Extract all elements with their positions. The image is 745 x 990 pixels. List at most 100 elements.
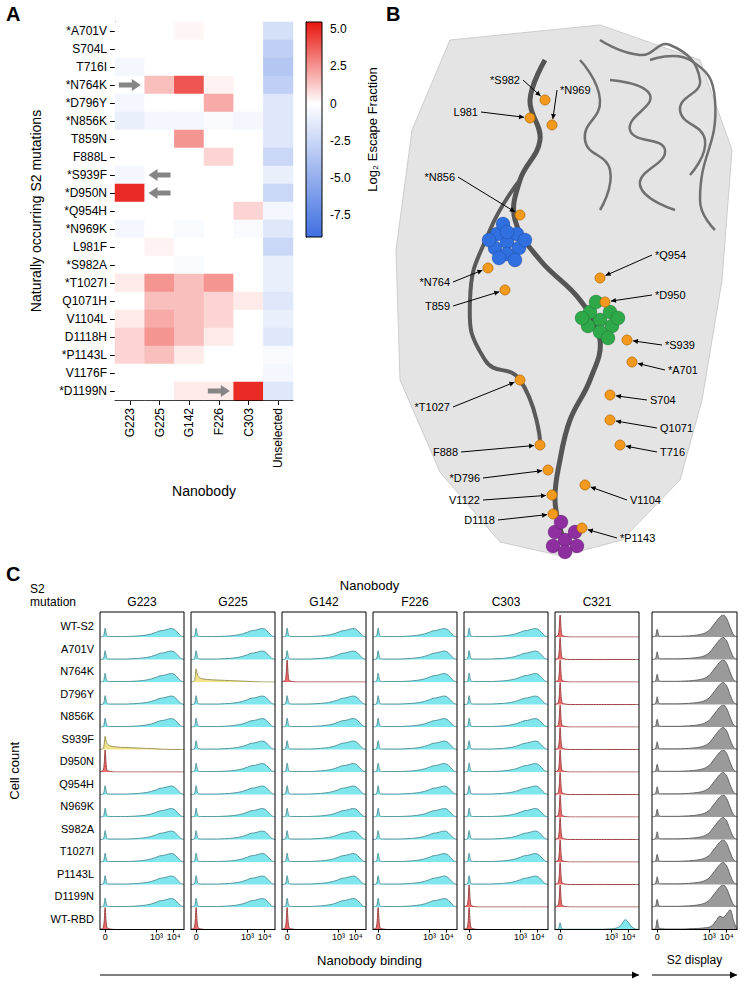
- svg-text:*Q954: *Q954: [655, 249, 686, 261]
- svg-text:P1143L: P1143L: [57, 868, 94, 880]
- svg-text:F226: F226: [401, 595, 429, 609]
- svg-text:S2 display: S2 display: [667, 953, 722, 967]
- svg-text:G223: G223: [123, 408, 137, 438]
- svg-text:10³: 10³: [332, 932, 345, 942]
- svg-text:C: C: [6, 563, 20, 585]
- svg-text:G225: G225: [153, 408, 167, 438]
- svg-text:Log₂ Escape Fraction: Log₂ Escape Fraction: [365, 67, 380, 191]
- svg-text:N764K: N764K: [60, 665, 94, 677]
- svg-text:*P1143: *P1143: [620, 532, 655, 544]
- svg-text:L981: L981: [454, 106, 478, 118]
- svg-text:N969K: N969K: [60, 800, 94, 812]
- svg-text:N856K: N856K: [60, 710, 94, 722]
- svg-text:0: 0: [285, 932, 290, 942]
- svg-text:B: B: [386, 3, 400, 25]
- svg-text:Nanobody binding: Nanobody binding: [317, 953, 422, 968]
- svg-text:S704: S704: [650, 394, 676, 406]
- svg-text:*A701: *A701: [668, 364, 698, 376]
- svg-text:G142: G142: [182, 408, 196, 438]
- svg-text:D1118H: D1118H: [65, 330, 107, 344]
- svg-text:0: 0: [558, 932, 563, 942]
- svg-text:0: 0: [194, 932, 199, 942]
- svg-text:G223: G223: [127, 595, 157, 609]
- svg-text:0: 0: [467, 932, 472, 942]
- svg-text:0: 0: [103, 932, 108, 942]
- svg-text:T859: T859: [425, 300, 450, 312]
- svg-text:D1118: D1118: [464, 514, 495, 526]
- svg-text:T1027I: T1027I: [60, 845, 94, 857]
- svg-text:*P1143L: *P1143L: [62, 348, 107, 362]
- svg-text:WT-RBD: WT-RBD: [51, 913, 94, 925]
- svg-text:Nanobody: Nanobody: [340, 578, 400, 593]
- svg-text:C303: C303: [492, 595, 521, 609]
- svg-text:0: 0: [376, 932, 381, 942]
- svg-text:10⁴: 10⁴: [531, 932, 545, 942]
- svg-text:D950N: D950N: [60, 755, 94, 767]
- svg-text:V1104: V1104: [630, 494, 661, 506]
- svg-text:G142: G142: [309, 595, 339, 609]
- svg-text:Q1071: Q1071: [660, 422, 693, 434]
- svg-text:V1104L: V1104L: [67, 312, 108, 326]
- svg-text:S704L: S704L: [72, 42, 107, 56]
- svg-text:S939F: S939F: [62, 733, 95, 745]
- svg-text:*D1199N: *D1199N: [59, 384, 107, 398]
- svg-text:*D950N: *D950N: [65, 186, 107, 200]
- svg-text:*Q954H: *Q954H: [64, 204, 107, 218]
- svg-text:Cell count: Cell count: [7, 741, 22, 799]
- svg-text:Naturally occurring S2 mutatio: Naturally occurring S2 mutations: [28, 110, 44, 312]
- svg-text:*T1027I: *T1027I: [65, 276, 107, 290]
- svg-text:WT-S2: WT-S2: [60, 620, 94, 632]
- svg-text:G225: G225: [218, 595, 248, 609]
- svg-text:*D796: *D796: [449, 472, 480, 484]
- svg-text:mutation: mutation: [30, 595, 76, 609]
- svg-text:*S939F: *S939F: [67, 168, 107, 182]
- svg-text:Q954H: Q954H: [59, 778, 94, 790]
- svg-text:*N969K: *N969K: [66, 222, 107, 236]
- svg-text:0: 0: [330, 97, 337, 111]
- svg-text:*S982: *S982: [490, 74, 520, 86]
- svg-text:D1199N: D1199N: [54, 890, 94, 902]
- svg-text:10⁴: 10⁴: [440, 932, 454, 942]
- svg-text:F888: F888: [433, 446, 458, 458]
- svg-text:10⁴: 10⁴: [720, 932, 734, 942]
- svg-text:A701V: A701V: [61, 643, 95, 655]
- svg-text:10⁴: 10⁴: [258, 932, 272, 942]
- svg-text:*N969: *N969: [560, 84, 591, 96]
- svg-text:Unselected: Unselected: [271, 408, 285, 468]
- svg-text:10⁴: 10⁴: [622, 932, 636, 942]
- svg-text:T859N: T859N: [71, 132, 107, 146]
- svg-text:Nanobody: Nanobody: [172, 483, 236, 499]
- svg-text:T716I: T716I: [76, 60, 107, 74]
- svg-text:-2.5: -2.5: [330, 134, 351, 148]
- svg-text:10³: 10³: [703, 932, 716, 942]
- svg-text:V1122: V1122: [449, 494, 480, 506]
- svg-text:5.0: 5.0: [330, 22, 347, 36]
- svg-text:*S939: *S939: [665, 339, 695, 351]
- svg-text:*N856: *N856: [424, 171, 455, 183]
- svg-text:2.5: 2.5: [330, 59, 347, 73]
- svg-text:*N764: *N764: [419, 276, 450, 288]
- svg-text:F226: F226: [212, 408, 226, 436]
- svg-text:V1176F: V1176F: [66, 366, 107, 380]
- svg-text:*N856K: *N856K: [66, 114, 107, 128]
- svg-text:A: A: [6, 3, 20, 25]
- svg-text:10³: 10³: [514, 932, 527, 942]
- svg-text:-5.0: -5.0: [330, 171, 351, 185]
- svg-text:10³: 10³: [241, 932, 254, 942]
- svg-text:T716: T716: [660, 446, 685, 458]
- svg-text:10⁴: 10⁴: [349, 932, 363, 942]
- svg-text:L981F: L981F: [73, 240, 107, 254]
- svg-text:0: 0: [655, 932, 660, 942]
- svg-text:10³: 10³: [150, 932, 163, 942]
- svg-text:*N764K: *N764K: [66, 78, 107, 92]
- svg-text:C321: C321: [583, 595, 612, 609]
- svg-text:S982A: S982A: [61, 823, 95, 835]
- svg-text:-7.5: -7.5: [330, 208, 351, 222]
- svg-text:*D796Y: *D796Y: [66, 96, 107, 110]
- svg-text:10³: 10³: [605, 932, 618, 942]
- svg-text:D796Y: D796Y: [60, 688, 94, 700]
- svg-text:*T1027: *T1027: [415, 401, 450, 413]
- svg-text:10³: 10³: [423, 932, 436, 942]
- svg-text:Q1071H: Q1071H: [62, 294, 107, 308]
- svg-text:*D950: *D950: [655, 289, 686, 301]
